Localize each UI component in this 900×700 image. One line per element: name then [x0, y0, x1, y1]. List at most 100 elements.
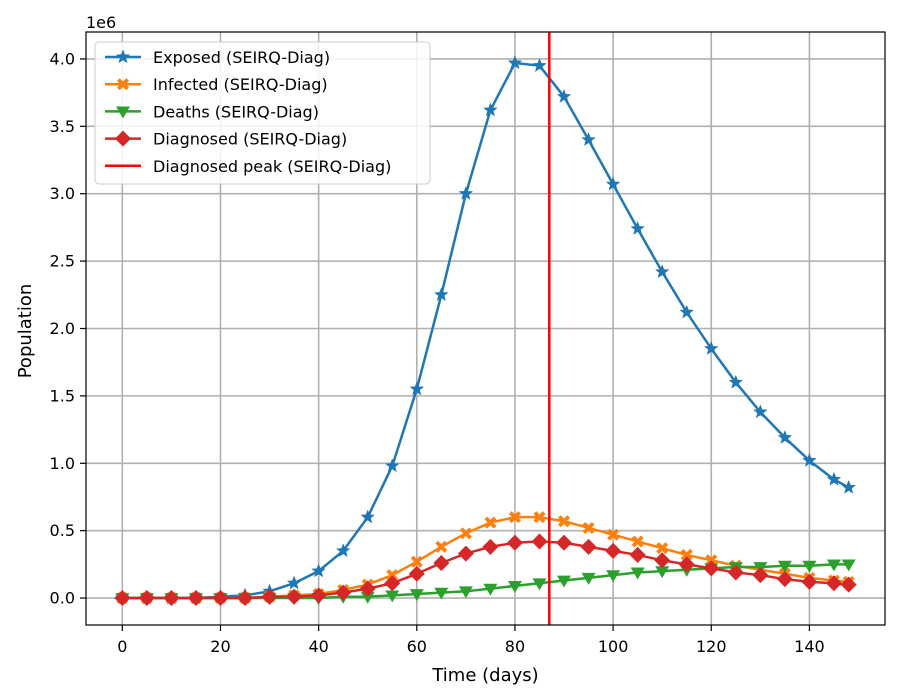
data-point [556, 88, 572, 103]
data-point [558, 515, 571, 528]
data-point [507, 55, 523, 70]
data-point [384, 458, 400, 473]
legend-box [94, 41, 431, 185]
data-point [727, 564, 744, 581]
data-point [458, 186, 474, 200]
data-point [531, 533, 548, 550]
data-point [163, 590, 180, 607]
data-point [840, 576, 857, 593]
data-point [384, 575, 401, 592]
x-tick-label: 140 [794, 637, 825, 656]
data-point [433, 287, 449, 302]
x-tick-label: 60 [407, 637, 427, 656]
y-tick-label: 0.0 [50, 589, 75, 608]
legend-label: Exposed (SEIRQ-Diag) [153, 48, 330, 67]
y-scale-label: 1e6 [86, 13, 116, 32]
data-point [654, 264, 670, 279]
data-point [656, 542, 669, 555]
data-point [678, 556, 695, 573]
legend-label: Diagnosed peak (SEIRQ-Diag) [153, 157, 391, 176]
data-point [409, 589, 424, 602]
data-point [237, 590, 254, 607]
data-point [187, 590, 204, 607]
data-point [335, 543, 351, 558]
data-point [310, 587, 327, 604]
data-point [311, 563, 326, 578]
legend-entry: Diagnosed peak (SEIRQ-Diag) [105, 157, 391, 176]
data-point [580, 538, 597, 555]
data-point [212, 590, 229, 607]
data-point [484, 516, 497, 529]
data-point [360, 509, 376, 524]
data-point [433, 555, 450, 572]
legend-marker [116, 106, 130, 119]
y-tick-label: 1.5 [50, 386, 75, 405]
data-point [841, 559, 856, 572]
data-point [581, 132, 596, 147]
data-point [801, 573, 818, 590]
data-point [705, 554, 718, 567]
data-point [482, 538, 499, 555]
x-tick-label: 0 [117, 637, 127, 656]
data-point [826, 471, 842, 486]
legend-label: Infected (SEIRQ-Diag) [153, 75, 328, 94]
data-point [606, 570, 621, 583]
y-tick-label: 3.5 [50, 117, 75, 136]
data-point [703, 560, 720, 577]
data-point [533, 511, 546, 524]
x-tick-label: 120 [696, 637, 727, 656]
y-tick-label: 3.0 [50, 184, 75, 203]
data-point [360, 591, 375, 604]
data-point [607, 528, 620, 541]
data-point [654, 552, 671, 569]
data-point [556, 534, 573, 551]
data-point [630, 567, 645, 580]
data-point [802, 560, 817, 573]
data-point [752, 567, 769, 584]
data-point [386, 569, 399, 582]
data-point [359, 580, 376, 597]
data-point [459, 527, 472, 540]
legend: Exposed (SEIRQ-Diag) Infected (SEIRQ-Diag… [94, 41, 431, 185]
data-point [776, 571, 793, 588]
data-point [557, 575, 572, 588]
data-point [435, 540, 448, 553]
data-point [410, 555, 423, 568]
data-point [286, 575, 302, 590]
data-point [680, 548, 693, 561]
y-tick-label: 1.0 [50, 454, 75, 473]
legend-marker [115, 130, 131, 147]
data-point [581, 572, 596, 585]
data-point [532, 57, 547, 72]
data-point [458, 586, 473, 599]
legend-entry: Infected (SEIRQ-Diag) [105, 75, 328, 94]
data-point [631, 535, 644, 548]
series-3 [114, 533, 857, 607]
data-point [114, 590, 131, 607]
legend-entry: Exposed (SEIRQ-Diag) [105, 48, 330, 67]
y-axis-label: Population [15, 284, 36, 379]
legend-label: Diagnosed (SEIRQ-Diag) [153, 130, 347, 149]
y-tick-label: 4.0 [50, 49, 75, 68]
data-point [532, 578, 547, 591]
data-point [582, 521, 595, 534]
y-tick-label: 2.0 [50, 319, 75, 338]
data-point [630, 221, 645, 236]
data-point [777, 429, 793, 444]
data-point [728, 374, 744, 389]
x-tick-label: 20 [210, 637, 230, 656]
data-point [605, 176, 621, 191]
data-point [753, 404, 768, 419]
legend-marker [115, 49, 131, 64]
legend-entry: Diagnosed (SEIRQ-Diag) [105, 130, 347, 149]
x-tick-label: 100 [598, 637, 629, 656]
data-point [434, 587, 449, 600]
data-point [483, 583, 498, 596]
data-point [409, 381, 425, 396]
y-tick-label: 2.5 [50, 252, 75, 271]
legend-marker [117, 78, 129, 91]
data-point [506, 534, 523, 551]
data-point [457, 545, 474, 562]
x-axis-label: Time (days) [431, 665, 538, 686]
legend-label: Deaths (SEIRQ-Diag) [153, 102, 319, 121]
